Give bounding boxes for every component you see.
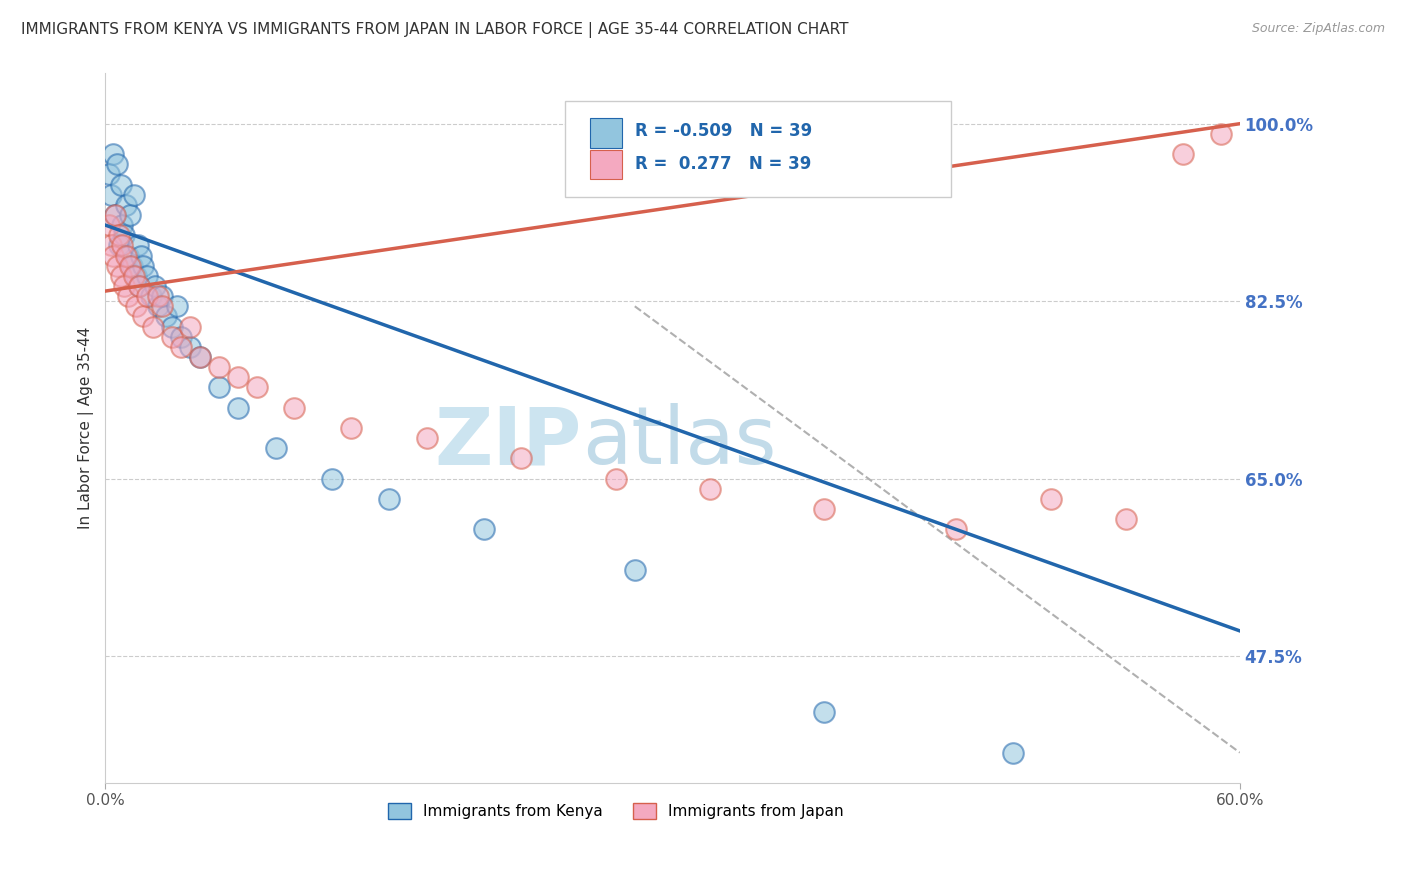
Point — [623, 563, 645, 577]
Point — [136, 289, 159, 303]
Point — [1115, 512, 1137, 526]
Point — [127, 238, 149, 252]
Point — [115, 249, 138, 263]
Point — [111, 238, 134, 252]
Point — [110, 178, 132, 192]
Point — [111, 218, 134, 232]
Point — [416, 431, 439, 445]
Point — [340, 421, 363, 435]
Point — [107, 238, 129, 252]
Point — [188, 350, 211, 364]
Point — [160, 329, 183, 343]
FancyBboxPatch shape — [589, 118, 621, 147]
Point — [132, 310, 155, 324]
FancyBboxPatch shape — [565, 102, 950, 197]
Point — [155, 310, 177, 324]
Point — [118, 208, 141, 222]
Point — [104, 208, 127, 222]
Point — [128, 279, 150, 293]
Point — [122, 268, 145, 283]
Point — [104, 208, 127, 222]
Point — [100, 238, 122, 252]
Point — [107, 228, 129, 243]
Point — [179, 340, 201, 354]
Y-axis label: In Labor Force | Age 35-44: In Labor Force | Age 35-44 — [79, 326, 94, 529]
Point — [132, 259, 155, 273]
Point — [160, 319, 183, 334]
Point — [166, 299, 188, 313]
Point — [813, 502, 835, 516]
Point — [148, 289, 170, 303]
Point — [101, 147, 124, 161]
Point — [179, 319, 201, 334]
Point — [117, 249, 139, 263]
Text: R = -0.509   N = 39: R = -0.509 N = 39 — [636, 122, 813, 140]
Point — [699, 482, 721, 496]
Point — [226, 370, 249, 384]
Point — [124, 299, 146, 313]
Point — [226, 401, 249, 415]
Point — [98, 168, 121, 182]
Point — [510, 451, 533, 466]
Point — [264, 442, 287, 456]
Point — [105, 259, 128, 273]
Point — [139, 289, 162, 303]
Point — [170, 329, 193, 343]
Point — [1039, 491, 1062, 506]
Point — [117, 289, 139, 303]
Text: ZIP: ZIP — [434, 403, 582, 481]
Point — [118, 259, 141, 273]
Point — [122, 187, 145, 202]
Text: atlas: atlas — [582, 403, 776, 481]
Point — [208, 360, 231, 375]
Point — [472, 523, 495, 537]
Point — [378, 491, 401, 506]
Point — [283, 401, 305, 415]
Point — [98, 218, 121, 232]
Point — [110, 268, 132, 283]
Point — [1171, 147, 1194, 161]
Point — [112, 279, 135, 293]
Point — [1209, 127, 1232, 141]
FancyBboxPatch shape — [589, 150, 621, 179]
Point — [321, 472, 343, 486]
Point — [246, 380, 269, 394]
Point — [208, 380, 231, 394]
Point — [813, 705, 835, 719]
Text: R =  0.277   N = 39: R = 0.277 N = 39 — [636, 155, 811, 173]
Point — [142, 319, 165, 334]
Point — [136, 268, 159, 283]
Point — [150, 299, 173, 313]
Point — [170, 340, 193, 354]
Point — [150, 289, 173, 303]
Point — [105, 157, 128, 171]
Text: Source: ZipAtlas.com: Source: ZipAtlas.com — [1251, 22, 1385, 36]
Point — [124, 268, 146, 283]
Point — [945, 523, 967, 537]
Legend: Immigrants from Kenya, Immigrants from Japan: Immigrants from Kenya, Immigrants from J… — [381, 797, 851, 825]
Point — [143, 279, 166, 293]
Point — [121, 259, 143, 273]
Point — [148, 299, 170, 313]
Point — [115, 198, 138, 212]
Point — [188, 350, 211, 364]
Point — [131, 249, 153, 263]
Point — [101, 249, 124, 263]
Point — [112, 228, 135, 243]
Point — [605, 472, 627, 486]
Point — [1001, 746, 1024, 760]
Point — [128, 279, 150, 293]
Text: IMMIGRANTS FROM KENYA VS IMMIGRANTS FROM JAPAN IN LABOR FORCE | AGE 35-44 CORREL: IMMIGRANTS FROM KENYA VS IMMIGRANTS FROM… — [21, 22, 849, 38]
Point — [100, 187, 122, 202]
